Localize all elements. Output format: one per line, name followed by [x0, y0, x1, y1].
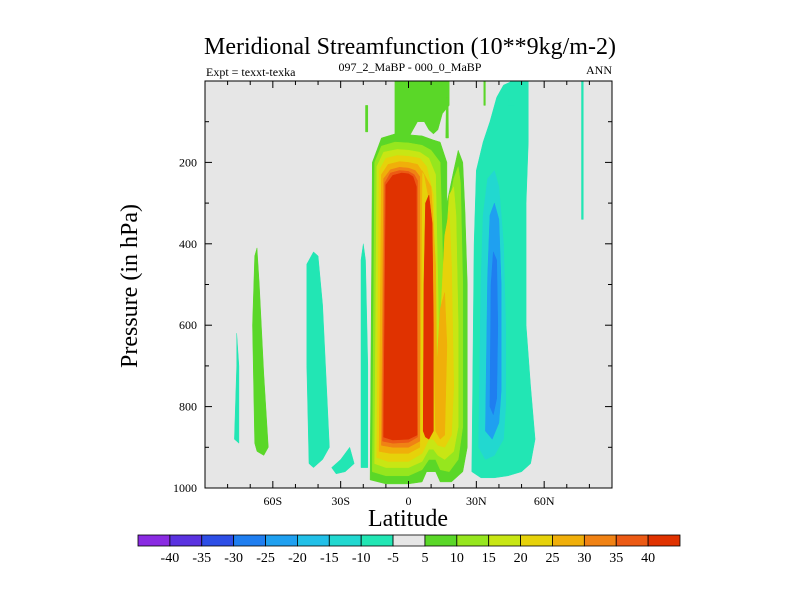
colorbar-box: [360, 534, 394, 547]
region-cyan-band-40s: [306, 251, 330, 468]
colorbar-box: [520, 534, 553, 547]
y-tick-label: 400: [179, 237, 197, 251]
colorbar-label: 30: [577, 551, 591, 566]
contour-regions: [234, 80, 584, 485]
colorbar-label: 10: [450, 551, 464, 566]
colorbar-label: -35: [192, 551, 211, 566]
colorbar-box: [265, 534, 298, 547]
colorbar-box: [297, 534, 330, 547]
region-nh-lobe-red: [422, 194, 434, 440]
region-green-strip-17n: [445, 97, 449, 139]
colorbar-label: 5: [421, 551, 428, 566]
plot-area: [204, 80, 613, 489]
x-tick-label: 30N: [466, 494, 487, 508]
x-axis: 60S 30S 0 30N 60N: [227, 81, 590, 508]
colorbar-box: [424, 534, 458, 547]
region-green-band-60s: [252, 247, 269, 456]
colorbar-label: -25: [256, 551, 275, 566]
colorbar-label: 40: [641, 551, 655, 566]
colorbar-box: [552, 534, 585, 547]
region-cyan-edge-20s: [360, 243, 369, 468]
colorbar-box: [583, 534, 617, 547]
x-axis-label: Latitude: [368, 506, 448, 532]
colorbar: -40 -35 -30 -25 -20 -15 -10 -5 5 10 15 20 25 30 35 40: [137, 534, 681, 566]
colorbar-label: -15: [320, 551, 339, 566]
y-tick-label: 200: [179, 155, 197, 169]
colorbar-box: [456, 534, 490, 547]
colorbar-label: -10: [352, 551, 371, 566]
region-green-top-strip: [365, 105, 369, 133]
x-tick-label: 60N: [534, 494, 555, 508]
colorbar-label: 25: [545, 551, 559, 566]
region-green-tick-80n: [483, 80, 486, 106]
x-tick-label: 60S: [263, 494, 282, 508]
colorbar-box: [488, 534, 521, 547]
region-cyan-band-60s: [234, 333, 240, 444]
y-axis: 200 400 600 800 1000: [173, 121, 612, 495]
colorbar-label: -30: [224, 551, 243, 566]
colorbar-box: [328, 534, 362, 547]
y-tick-label: 800: [179, 400, 197, 414]
region-cyan-strip-77n: [581, 80, 584, 220]
subtitle-center: 097_2_MaBP - 000_0_MaBP: [339, 60, 482, 74]
colorbar-label: -40: [161, 551, 180, 566]
subtitle-right: ANN: [586, 63, 612, 77]
colorbar-label: 35: [609, 551, 623, 566]
x-tick-label: 30S: [331, 494, 350, 508]
y-tick-label: 1000: [173, 481, 197, 495]
chart-title: Meridional Streamfunction (10**9kg/m-2): [204, 34, 616, 60]
colorbar-box: [615, 534, 649, 547]
colorbar-label: -5: [387, 551, 399, 566]
x-tick-label: 0: [406, 494, 412, 508]
y-axis-label: Pressure (in hPa): [117, 204, 143, 368]
colorbar-box: [647, 534, 681, 547]
subtitle-left: Expt = texxt-texka: [206, 65, 296, 79]
colorbar-box: [392, 534, 426, 547]
colorbar-label: 20: [514, 551, 528, 566]
region-blue-core-nh: [489, 251, 499, 416]
y-tick-label: 600: [179, 318, 197, 332]
colorbar-box: [233, 534, 266, 547]
colorbar-label: 15: [482, 551, 496, 566]
region-cyan-patch-20s: [331, 446, 355, 475]
colorbar-box: [137, 534, 171, 547]
colorbar-box: [169, 534, 203, 547]
region-cell-core-red: [383, 172, 418, 441]
colorbar-box: [201, 534, 235, 547]
colorbar-label: -20: [288, 551, 307, 566]
